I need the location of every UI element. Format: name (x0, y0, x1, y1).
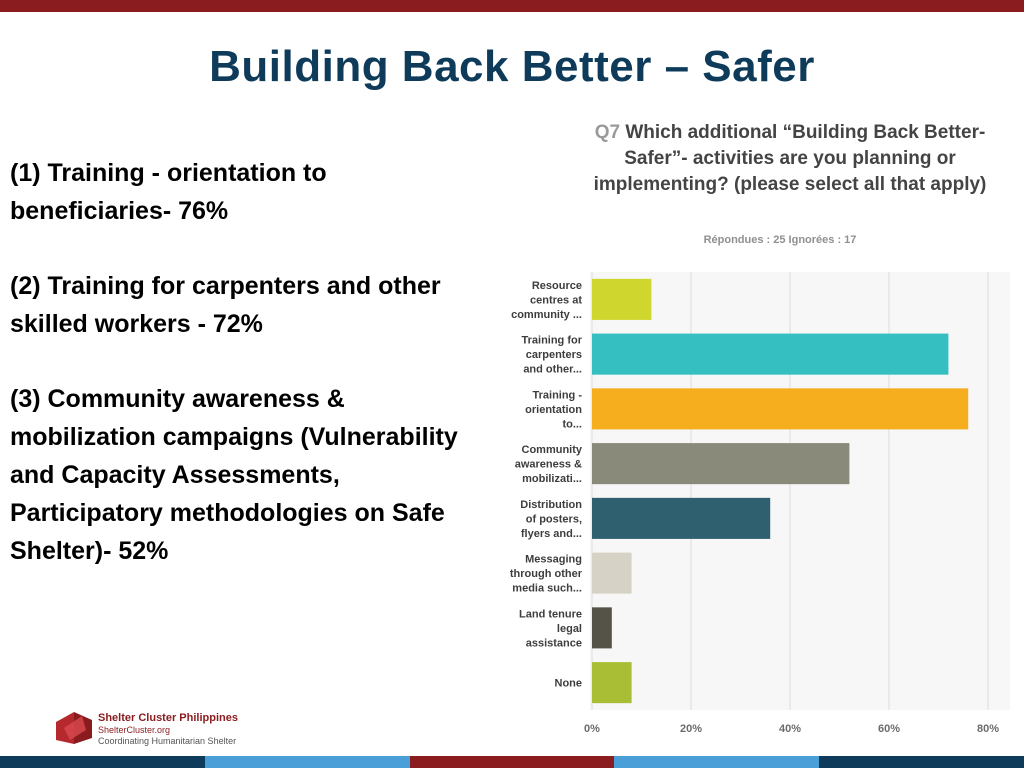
x-tick-label: 0% (584, 723, 600, 735)
survey-chart: Q7 Which additional “Building Back Bette… (495, 116, 1015, 746)
category-label: community ... (511, 309, 582, 321)
category-label: awareness & (515, 459, 582, 471)
bar (592, 333, 949, 375)
chart-title: Q7 Which additional “Building Back Bette… (575, 120, 1005, 198)
response-count: Répondues : 25 Ignorées : 17 (703, 234, 857, 246)
stripe (409, 756, 615, 768)
bar (592, 552, 632, 594)
category-label: Training - (533, 389, 583, 401)
bullet-item: (3) Community awareness & mobilization c… (10, 385, 458, 565)
category-label: to... (562, 418, 582, 430)
category-label: Messaging (525, 554, 582, 566)
category-label: mobilizati... (522, 473, 582, 485)
footer-tagline: Coordinating Humanitarian Shelter (98, 736, 237, 746)
x-tick-label: 80% (977, 723, 999, 735)
x-tick-label: 40% (779, 723, 801, 735)
shelter-logo-icon (56, 712, 92, 744)
stripe (204, 756, 410, 768)
category-label: of posters, (526, 513, 582, 525)
category-label: and other... (523, 364, 582, 376)
category-label: Resource (532, 280, 582, 292)
category-label: Distribution (520, 499, 582, 511)
bullet-item: (2) Training for carpenters and other sk… (10, 272, 441, 338)
stripe (0, 756, 205, 768)
footer-site: ShelterCluster.org (98, 725, 171, 735)
category-label: through other (510, 568, 583, 580)
footer-org: Shelter Cluster Philippines (98, 712, 238, 724)
category-label: Training for (522, 335, 583, 347)
bullet-item: (1) Training - orientation to beneficiar… (10, 159, 327, 225)
question-text: Which additional “Building Back Better-S… (593, 122, 987, 195)
category-label: assistance (526, 637, 582, 649)
bottom-stripes (0, 756, 1024, 768)
x-tick-label: 20% (680, 723, 702, 735)
bar (592, 443, 850, 485)
bar (592, 607, 612, 649)
bar (592, 278, 652, 320)
bar (592, 497, 771, 539)
category-label: Land tenure (519, 608, 582, 620)
bar (592, 388, 969, 430)
category-label: media such... (512, 583, 582, 595)
category-label: orientation (525, 404, 582, 416)
category-label: flyers and... (521, 528, 582, 540)
footer: Shelter Cluster Philippines ShelterClust… (98, 711, 238, 747)
top-bar (0, 0, 1024, 12)
stripe (819, 756, 1024, 768)
bar-chart-svg: Resource centres at community ... Training … (510, 272, 1010, 735)
stripe (614, 756, 820, 768)
x-tick-label: 60% (878, 723, 900, 735)
category-label: legal (557, 623, 582, 635)
bullet-list: (1) Training - orientation to beneficiar… (10, 154, 480, 607)
question-number: Q7 (594, 122, 621, 143)
category-label: carpenters (526, 349, 582, 361)
category-label: centres at (530, 294, 582, 306)
category-label: Community (522, 444, 583, 456)
bar (592, 662, 632, 704)
slide-title: Building Back Better – Safer (209, 42, 815, 91)
category-label: None (555, 678, 583, 690)
